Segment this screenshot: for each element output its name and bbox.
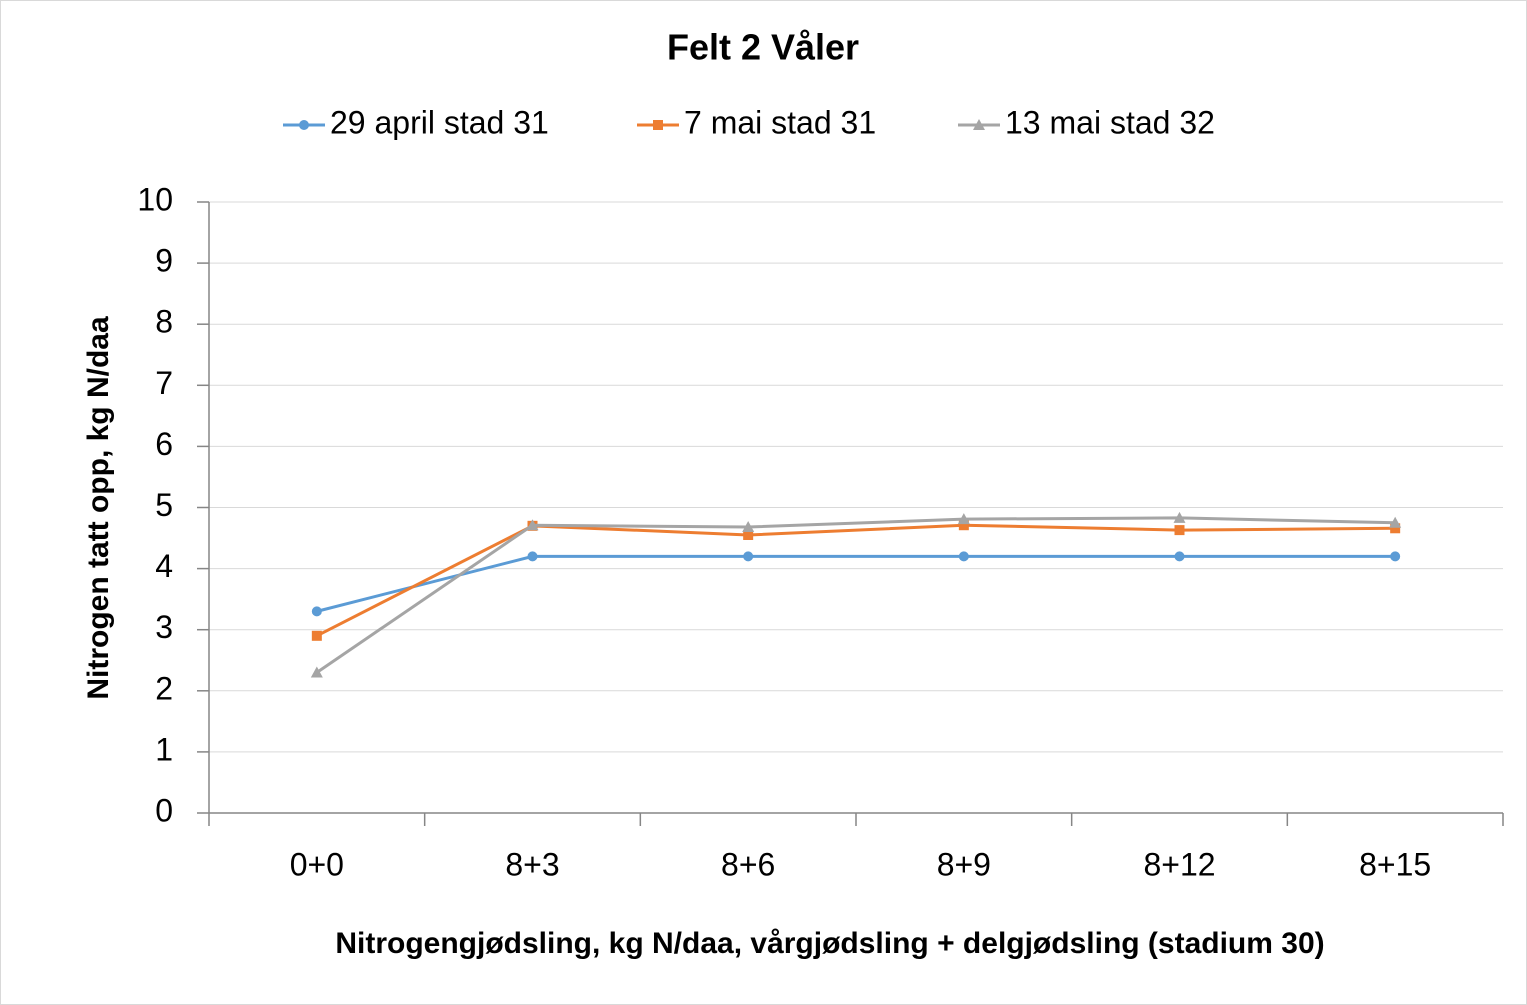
series-line (316, 523, 1396, 638)
data-point (957, 513, 970, 525)
y-tick-label: 4 (155, 548, 173, 584)
x-tick-label: 8+12 (1143, 846, 1215, 882)
data-point (958, 551, 969, 562)
data-point (1389, 516, 1402, 528)
data-point (1390, 551, 1401, 562)
series-line (315, 516, 1396, 674)
legend-marker (973, 119, 985, 130)
data-point (1173, 511, 1186, 523)
data-point (1390, 523, 1401, 534)
y-tick-label: 3 (155, 609, 173, 645)
legend-label: 13 mai stad 32 (1005, 104, 1215, 140)
y-tick-label: 8 (155, 304, 173, 340)
data-point (1174, 551, 1185, 562)
y-tick-label: 7 (155, 365, 173, 401)
legend-label: 29 april stad 31 (330, 104, 549, 140)
data-point (526, 519, 539, 531)
y-tick-label: 6 (155, 426, 173, 462)
x-axis-title: Nitrogengjødsling, kg N/daa, vårgjødslin… (335, 927, 1324, 960)
data-point (311, 606, 322, 617)
data-point (527, 551, 538, 562)
y-tick-label: 2 (155, 670, 173, 706)
legend-marker (299, 120, 309, 130)
legend-marker (653, 120, 663, 130)
y-tick-label: 0 (155, 792, 173, 828)
data-point (311, 630, 322, 641)
data-point (742, 521, 755, 533)
x-tick-label: 8+6 (721, 846, 775, 882)
y-tick-label: 5 (155, 487, 173, 523)
x-tick-label: 8+15 (1359, 846, 1431, 882)
data-point (1174, 525, 1185, 536)
chart-title: Felt 2 Våler (667, 27, 859, 68)
x-tick-label: 8+9 (937, 846, 991, 882)
x-tick-label: 8+3 (505, 846, 559, 882)
data-point (310, 666, 323, 678)
x-tick-label: 0+0 (290, 846, 344, 882)
data-point (743, 529, 754, 540)
data-point (743, 551, 754, 562)
y-tick-label: 10 (137, 181, 173, 217)
data-point (958, 520, 969, 531)
y-tick-label: 1 (155, 731, 173, 767)
y-tick-label: 9 (155, 243, 173, 279)
legend-label: 7 mai stad 31 (684, 104, 876, 140)
series-line (316, 554, 1396, 613)
y-axis-title: Nitrogen tatt opp, kg N/daa (82, 316, 115, 700)
